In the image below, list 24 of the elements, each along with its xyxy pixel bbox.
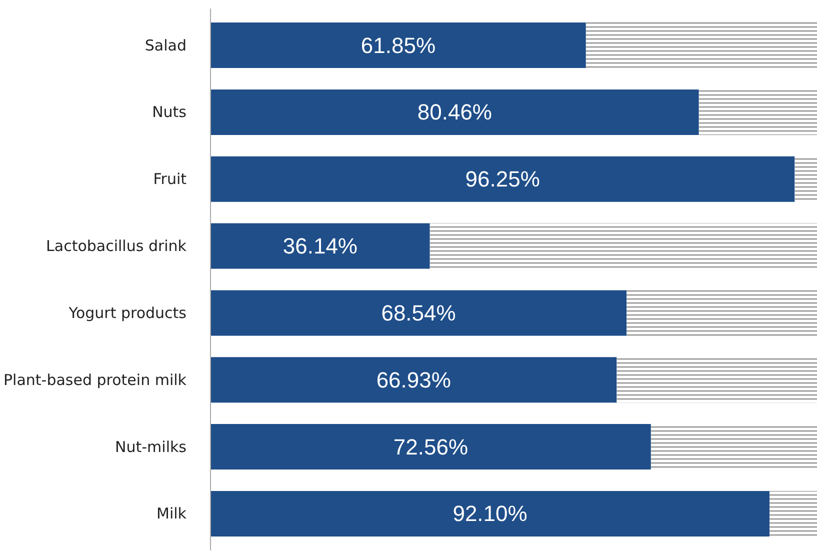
y-tick-label: Lactobacillus drink (46, 237, 187, 256)
bar (210, 357, 617, 403)
y-tick-label: Plant-based protein milk (4, 370, 187, 389)
y-tick-label: Fruit (153, 170, 187, 188)
data-label: 66.93% (376, 367, 451, 392)
bar (210, 22, 586, 68)
bar (210, 290, 627, 336)
bar (210, 89, 699, 135)
bar (210, 424, 651, 470)
data-label: 72.56% (393, 434, 468, 460)
data-label: 36.14% (282, 234, 358, 259)
data-label: 96.25% (465, 166, 540, 192)
data-label: 68.54% (381, 300, 456, 326)
y-tick-label: Salad (144, 36, 187, 54)
y-tick-label: Nuts (152, 103, 187, 122)
y-tick-label: Yogurt products (68, 304, 187, 322)
y-tick-label: Milk (156, 504, 187, 523)
bar (210, 223, 430, 269)
data-label: 80.46% (417, 100, 492, 125)
data-label: 92.10% (452, 501, 528, 526)
y-tick-label: Nut-milks (115, 438, 187, 456)
bar (210, 490, 770, 536)
data-label: 61.85% (360, 32, 436, 58)
bar (210, 156, 795, 202)
